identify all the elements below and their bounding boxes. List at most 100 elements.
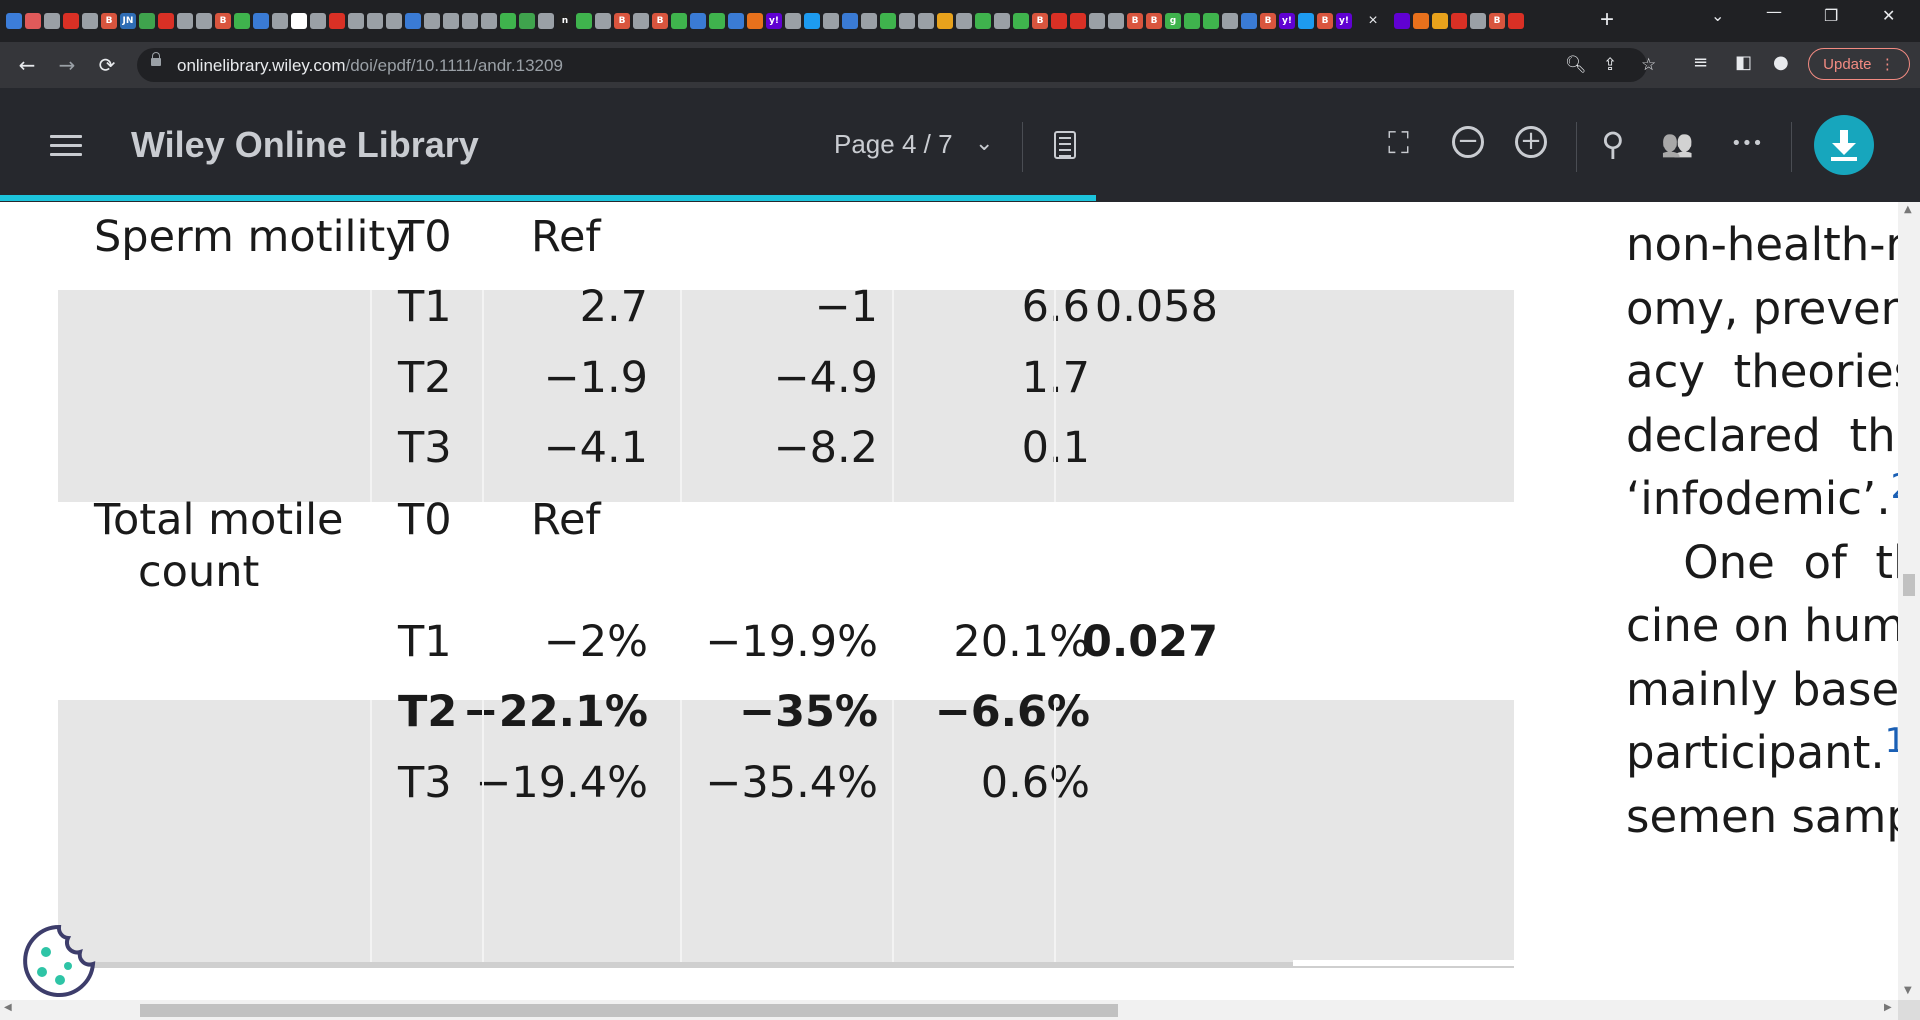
tab-favicon[interactable] [956, 13, 972, 29]
tab-favicon[interactable] [44, 13, 60, 29]
tab-favicon[interactable] [1241, 13, 1257, 29]
side-panel-icon[interactable]: ◧ [1735, 52, 1753, 73]
tab-favicon[interactable] [899, 13, 915, 29]
tab-favicon[interactable] [1470, 13, 1486, 29]
page-indicator[interactable]: Page 4 / 7 [834, 129, 953, 159]
tab-favicon[interactable]: B [1127, 13, 1143, 29]
tab-favicon[interactable] [1203, 13, 1219, 29]
tab-favicon[interactable] [709, 13, 725, 29]
tab-favicon[interactable] [424, 13, 440, 29]
tab-search-button[interactable]: ⌄ [1711, 6, 1725, 25]
tab-favicon[interactable] [747, 13, 763, 29]
tab-favicon[interactable] [842, 13, 858, 29]
tab-favicon[interactable] [310, 13, 326, 29]
tab-favicon[interactable] [918, 13, 934, 29]
tab-favicon[interactable]: B [1032, 13, 1048, 29]
tab-favicon[interactable] [196, 13, 212, 29]
tab-favicon[interactable] [519, 13, 535, 29]
vertical-scroll-thumb[interactable] [1903, 574, 1915, 596]
tab-favicon[interactable] [139, 13, 155, 29]
tab-favicon[interactable]: B [652, 13, 668, 29]
tab-favicon[interactable] [1298, 13, 1314, 29]
tab-favicon[interactable] [234, 13, 250, 29]
tab-favicon[interactable] [880, 13, 896, 29]
tab-favicon[interactable] [462, 13, 478, 29]
tab-favicon[interactable]: B [1146, 13, 1162, 29]
tab-favicon[interactable]: B [1317, 13, 1333, 29]
forward-button[interactable]: → [58, 53, 76, 77]
tab-favicon[interactable] [25, 13, 41, 29]
users-icon[interactable]: 👥 [1661, 129, 1694, 159]
download-button[interactable] [1814, 115, 1874, 175]
tab-favicon[interactable] [937, 13, 953, 29]
citation-link[interactable]: 23 [1891, 467, 1898, 507]
tab-favicon[interactable] [1508, 13, 1524, 29]
tab-favicon[interactable] [785, 13, 801, 29]
menu-icon[interactable] [50, 135, 82, 159]
tab-favicon[interactable]: y! [1336, 13, 1352, 29]
reload-button[interactable]: ⟳ [98, 53, 116, 77]
tab-favicon[interactable]: y! [766, 13, 782, 29]
chevron-down-icon[interactable]: ⌄ [975, 131, 994, 156]
tab-favicon[interactable] [633, 13, 649, 29]
tab-favicon[interactable] [177, 13, 193, 29]
tab-favicon[interactable] [1089, 13, 1105, 29]
tab-favicon[interactable]: g [1165, 13, 1181, 29]
tab-favicon[interactable]: B [1260, 13, 1276, 29]
tab-favicon[interactable] [671, 13, 687, 29]
maximize-button[interactable]: ❐ [1824, 6, 1839, 25]
tab-favicon[interactable] [823, 13, 839, 29]
tab-favicon[interactable] [1184, 13, 1200, 29]
tab-favicon[interactable]: B [215, 13, 231, 29]
tab-favicon[interactable] [1413, 13, 1429, 29]
tab-favicon[interactable] [1070, 13, 1086, 29]
tab-favicon[interactable] [253, 13, 269, 29]
tab-favicon[interactable] [1222, 13, 1238, 29]
more-options-icon[interactable]: ••• [1731, 133, 1763, 154]
new-tab-button[interactable]: + [1600, 6, 1615, 33]
tab-favicon[interactable] [500, 13, 516, 29]
tab-favicon[interactable] [272, 13, 288, 29]
tab-favicon[interactable] [1051, 13, 1067, 29]
tab-favicon[interactable] [538, 13, 554, 29]
tab-favicon[interactable] [975, 13, 991, 29]
tab-favicon[interactable] [690, 13, 706, 29]
tab-favicon[interactable] [1013, 13, 1029, 29]
tab-favicon[interactable] [576, 13, 592, 29]
search-icon[interactable]: ⚲ [1601, 125, 1625, 163]
horizontal-scroll-thumb[interactable] [140, 1004, 1118, 1017]
tab-favicon[interactable] [291, 13, 307, 29]
tab-favicon[interactable] [348, 13, 364, 29]
close-tab-icon[interactable]: × [1368, 12, 1378, 29]
tab-favicon[interactable]: B [614, 13, 630, 29]
citation-link[interactable]: 16 [1884, 721, 1898, 761]
close-window-button[interactable]: ✕ [1882, 6, 1896, 25]
tab-favicon[interactable] [367, 13, 383, 29]
tab-favicon[interactable] [595, 13, 611, 29]
tab-favicon[interactable]: B [1489, 13, 1505, 29]
update-button[interactable]: Update ⋮ [1808, 48, 1910, 80]
horizontal-scrollbar[interactable]: ◀ ▶ [0, 1000, 1898, 1020]
vertical-scrollbar[interactable]: ▲ ▼ [1898, 202, 1920, 1000]
tab-favicon[interactable]: y! [1279, 13, 1295, 29]
tab-favicon[interactable] [1108, 13, 1124, 29]
tab-favicon[interactable]: n [557, 13, 573, 29]
tab-favicon[interactable] [443, 13, 459, 29]
tab-favicon[interactable] [158, 13, 174, 29]
tab-favicon[interactable] [6, 13, 22, 29]
back-button[interactable]: ← [18, 53, 36, 77]
address-bar[interactable]: onlinelibrary.wiley.com/doi/epdf/10.1111… [137, 48, 1656, 82]
tab-favicon[interactable] [82, 13, 98, 29]
zoom-in-icon[interactable]: + [1515, 126, 1547, 158]
cookie-settings-icon[interactable] [22, 924, 96, 998]
tab-favicon[interactable] [728, 13, 744, 29]
tab-favicon[interactable] [861, 13, 877, 29]
minimize-button[interactable]: — [1766, 2, 1782, 21]
tab-favicon[interactable] [386, 13, 402, 29]
reading-list-icon[interactable]: ≡ [1693, 52, 1709, 73]
tab-favicon[interactable]: JN [120, 13, 136, 29]
tab-favicon[interactable] [481, 13, 497, 29]
share-icon[interactable]: ⇪ [1603, 55, 1618, 75]
zoom-out-icon[interactable]: − [1452, 126, 1484, 158]
tab-favicon[interactable] [1451, 13, 1467, 29]
